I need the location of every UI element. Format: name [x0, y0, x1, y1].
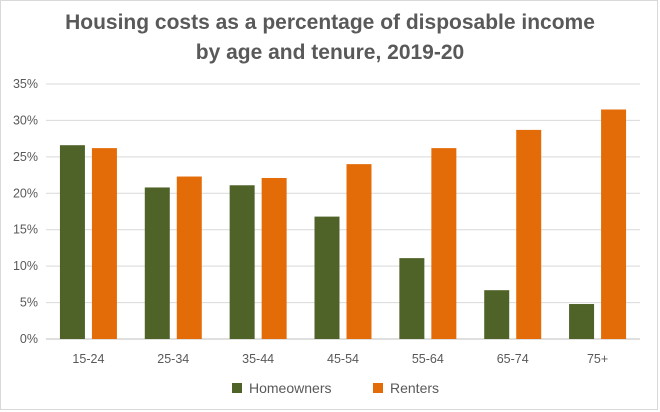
legend-swatch-homeowners: [232, 383, 242, 393]
bar-homeowners-75+: [569, 304, 595, 339]
y-tick-label: 10%: [13, 259, 38, 273]
x-tick-label: 65-74: [497, 352, 529, 366]
legend-label-homeowners: Homeowners: [249, 380, 331, 396]
bars: [59, 109, 627, 339]
legend-swatch-renters: [373, 383, 383, 393]
bar-renters-15-24: [91, 148, 117, 339]
chart-title: Housing costs as a percentage of disposa…: [0, 8, 660, 68]
y-tick-label: 5%: [20, 296, 38, 310]
chart-title-line-1: Housing costs as a percentage of disposa…: [65, 11, 595, 34]
bar-homeowners-35-44: [229, 185, 255, 339]
x-tick-label: 75+: [587, 352, 608, 366]
gridlines: [46, 83, 640, 340]
bar-homeowners-15-24: [59, 145, 85, 339]
y-tick-label: 20%: [13, 186, 38, 200]
x-tick-label: 45-54: [327, 352, 359, 366]
y-tick-label: 30%: [13, 113, 38, 127]
bar-homeowners-55-64: [399, 258, 425, 339]
bar-homeowners-25-34: [144, 187, 170, 339]
bar-homeowners-65-74: [484, 290, 510, 339]
bar-renters-25-34: [176, 176, 202, 339]
x-axis-ticks: 15-24 25-34 35-44 45-54 55-64 65-74 75+: [72, 352, 608, 366]
x-tick-label: 25-34: [157, 352, 189, 366]
legend-label-renters: Renters: [390, 380, 439, 396]
y-tick-label: 0%: [20, 332, 38, 346]
bar-renters-55-64: [431, 148, 457, 339]
bar-homeowners-45-54: [314, 216, 340, 339]
y-tick-label: 35%: [13, 77, 38, 91]
bar-renters-35-44: [261, 177, 287, 339]
y-tick-label: 25%: [13, 150, 38, 164]
chart-title-line-2: by age and tenure, 2019-20: [195, 41, 465, 64]
x-tick-label: 15-24: [72, 352, 104, 366]
y-axis-ticks: 0% 5% 10% 15% 20% 25% 30% 35%: [13, 77, 38, 346]
y-tick-label: 15%: [13, 223, 38, 237]
bar-renters-65-74: [516, 129, 542, 339]
bar-renters-45-54: [346, 164, 372, 339]
bar-renters-75+: [601, 109, 627, 339]
legend: Homeowners Renters: [232, 380, 439, 396]
x-tick-label: 35-44: [242, 352, 274, 366]
x-tick-label: 55-64: [412, 352, 444, 366]
